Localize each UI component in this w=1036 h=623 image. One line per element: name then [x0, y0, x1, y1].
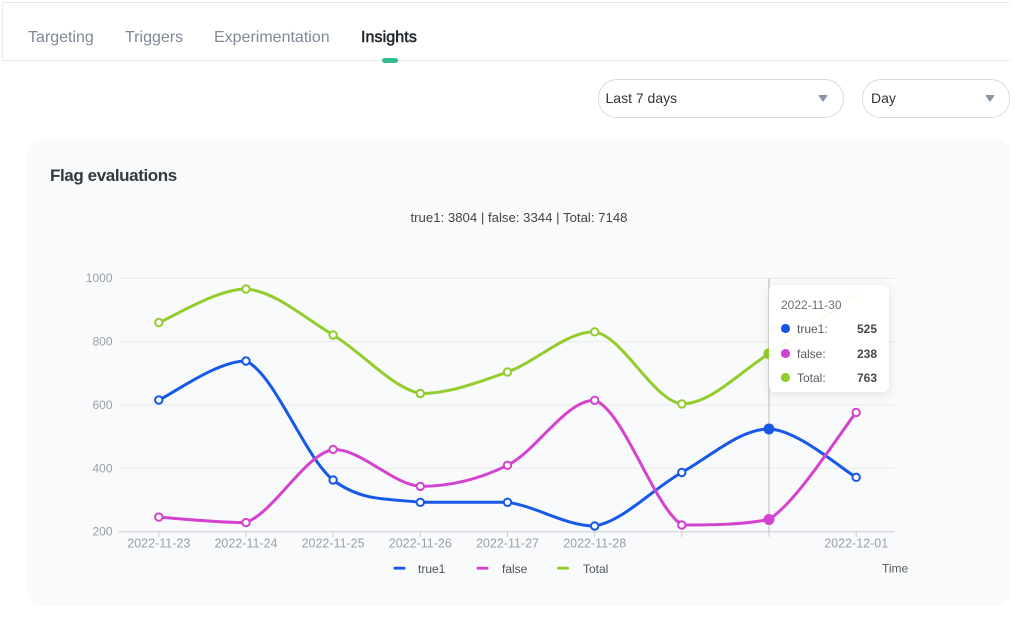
svg-text:2022-12-01: 2022-12-01 — [824, 537, 888, 551]
svg-text:2022-11-27: 2022-11-27 — [476, 537, 539, 551]
svg-text:2022-11-24: 2022-11-24 — [214, 537, 277, 551]
svg-text:Total: Total — [583, 562, 608, 576]
svg-text:true1: true1 — [418, 562, 446, 576]
svg-text:600: 600 — [92, 398, 112, 412]
svg-text:2022-11-28: 2022-11-28 — [563, 537, 626, 551]
svg-text:2022-11-25: 2022-11-25 — [302, 537, 365, 551]
svg-text:2022-11-23: 2022-11-23 — [127, 537, 190, 551]
svg-text:2022-11-26: 2022-11-26 — [389, 537, 452, 551]
svg-text:400: 400 — [92, 461, 112, 475]
svg-text:false: false — [502, 562, 528, 576]
svg-text:200: 200 — [92, 525, 112, 539]
svg-text:1000: 1000 — [86, 271, 113, 285]
svg-text:Time: Time — [882, 562, 909, 576]
svg-text:800: 800 — [92, 335, 112, 349]
